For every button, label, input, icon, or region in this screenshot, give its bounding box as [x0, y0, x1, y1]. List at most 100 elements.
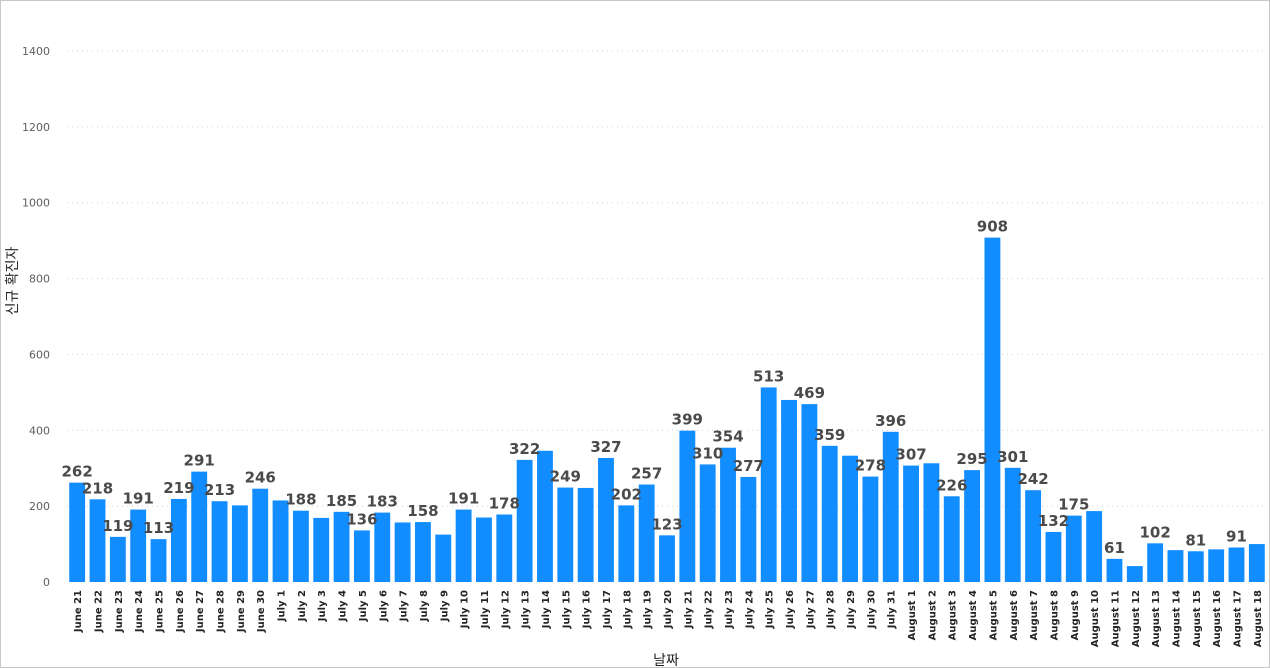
bar-august-18[interactable]	[1248, 544, 1265, 582]
bar-august-17[interactable]	[1228, 547, 1245, 582]
bar-july-9[interactable]	[435, 534, 452, 582]
x-tick-label: June 27	[195, 590, 206, 633]
x-tick-label: July 17	[602, 590, 613, 629]
bar-july-24[interactable]	[740, 476, 757, 582]
bar-july-26[interactable]	[781, 399, 797, 582]
bar-july-18[interactable]	[618, 505, 635, 582]
bar-august-11[interactable]	[1106, 558, 1123, 582]
bar-june-24[interactable]	[130, 509, 147, 582]
data-label: 213	[204, 481, 235, 499]
bar-august-4[interactable]	[964, 470, 981, 582]
bar-june-25[interactable]	[150, 539, 167, 582]
bar-july-5[interactable]	[353, 530, 370, 582]
data-label: 291	[184, 452, 215, 470]
bar-july-30[interactable]	[862, 476, 879, 582]
bar-july-29[interactable]	[842, 455, 858, 582]
x-tick-label: August 2	[927, 590, 938, 640]
bar-july-11[interactable]	[476, 517, 492, 582]
bar-july-2[interactable]	[292, 510, 309, 582]
x-tick-label: July 29	[846, 590, 857, 629]
bar-august-6[interactable]	[1004, 467, 1021, 582]
bar-july-1[interactable]	[272, 500, 289, 582]
x-tick-label: August 5	[988, 590, 999, 640]
bar-august-10[interactable]	[1086, 511, 1103, 582]
data-label: 158	[407, 502, 438, 520]
bar-july-17[interactable]	[598, 457, 614, 582]
data-label: 188	[285, 491, 316, 509]
data-label: 246	[245, 469, 276, 487]
x-tick-label: July 12	[500, 590, 511, 629]
x-tick-label: July 18	[622, 590, 633, 629]
bar-august-16[interactable]	[1208, 549, 1225, 582]
bar-july-23[interactable]	[720, 447, 736, 582]
bar-july-13[interactable]	[516, 459, 533, 582]
x-tick-label: August 7	[1029, 590, 1040, 640]
bar-july-22[interactable]	[699, 464, 716, 582]
bar-august-13[interactable]	[1147, 543, 1164, 582]
bar-july-28[interactable]	[821, 445, 838, 582]
bar-july-6[interactable]	[374, 512, 391, 582]
data-label: 113	[143, 519, 174, 537]
bar-july-7[interactable]	[394, 522, 411, 582]
bar-july-25[interactable]	[760, 387, 777, 582]
bar-june-22[interactable]	[89, 499, 106, 582]
bar-august-3[interactable]	[943, 496, 960, 582]
x-tick-label: August 16	[1212, 590, 1223, 647]
bar-august-1[interactable]	[903, 465, 919, 582]
data-label: 102	[1139, 523, 1170, 541]
bar-july-4[interactable]	[333, 511, 350, 582]
x-tick-label: July 28	[826, 590, 837, 629]
x-tick-label: July 27	[805, 590, 816, 629]
bar-august-7[interactable]	[1025, 490, 1042, 582]
data-label: 219	[163, 479, 194, 497]
x-tick-label: July 15	[561, 590, 572, 629]
data-label: 218	[82, 479, 113, 497]
bar-august-12[interactable]	[1126, 566, 1143, 582]
data-label: 399	[672, 411, 703, 429]
x-tick-label: August 10	[1090, 590, 1101, 647]
data-label: 322	[509, 440, 540, 458]
bar-july-14[interactable]	[537, 450, 553, 582]
x-tick-label: August 11	[1110, 590, 1121, 647]
bar-july-10[interactable]	[455, 509, 472, 582]
x-tick-label: June 23	[114, 590, 125, 633]
data-label: 81	[1185, 531, 1206, 549]
bar-august-9[interactable]	[1065, 515, 1082, 582]
bar-june-26[interactable]	[170, 498, 187, 582]
y-axis-title: 신규 확진자	[5, 246, 21, 315]
data-label: 185	[326, 492, 357, 510]
bar-august-2[interactable]	[923, 463, 940, 582]
bar-august-8[interactable]	[1045, 531, 1062, 582]
x-tick-label: August 3	[948, 590, 959, 640]
bar-august-5[interactable]	[984, 237, 1001, 582]
bar-august-14[interactable]	[1167, 550, 1184, 582]
x-axis-title: 날짜	[653, 653, 679, 667]
bar-july-3[interactable]	[313, 517, 330, 582]
bar-august-15[interactable]	[1187, 551, 1204, 582]
bar-july-19[interactable]	[638, 484, 655, 582]
x-tick-label: July 1	[277, 590, 288, 622]
y-tick-label: 0	[43, 576, 50, 589]
bar-june-29[interactable]	[231, 505, 248, 582]
x-tick-label: July 10	[460, 590, 471, 629]
data-label: 61	[1104, 539, 1125, 557]
bar-july-20[interactable]	[659, 535, 675, 582]
bar-july-16[interactable]	[577, 487, 594, 582]
bar-july-27[interactable]	[801, 404, 818, 582]
x-tick-label: June 24	[134, 590, 145, 633]
bar-june-30[interactable]	[252, 488, 269, 582]
x-tick-label: July 5	[358, 590, 369, 622]
data-label: 242	[1017, 470, 1048, 488]
bar-july-15[interactable]	[557, 487, 574, 582]
bar-july-12[interactable]	[496, 514, 513, 582]
bar-july-8[interactable]	[415, 522, 431, 582]
bar-june-28[interactable]	[211, 501, 228, 582]
bar-july-31[interactable]	[882, 431, 899, 582]
bar-june-23[interactable]	[109, 536, 126, 582]
bar-june-21[interactable]	[69, 482, 86, 582]
bar-july-21[interactable]	[679, 430, 696, 582]
bar-june-27[interactable]	[191, 471, 208, 582]
x-tick-label: June 26	[175, 590, 186, 633]
